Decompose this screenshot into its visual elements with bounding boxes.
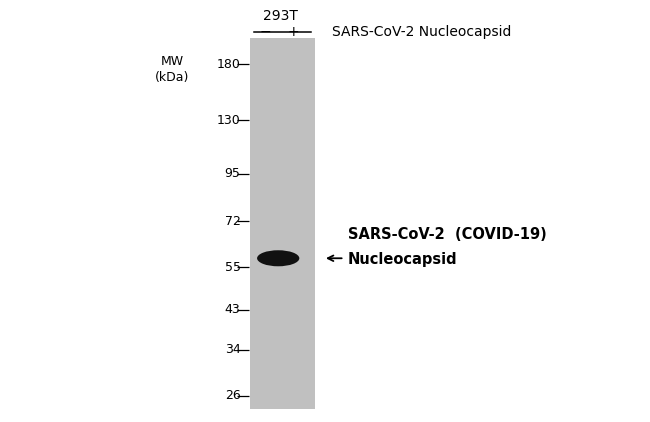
Text: −: − bbox=[259, 25, 271, 39]
Text: 72: 72 bbox=[225, 215, 240, 228]
Text: 130: 130 bbox=[216, 114, 240, 127]
Text: SARS-CoV-2 Nucleocapsid: SARS-CoV-2 Nucleocapsid bbox=[332, 25, 511, 39]
Text: 95: 95 bbox=[225, 167, 240, 180]
Text: 55: 55 bbox=[224, 261, 240, 274]
Bar bbox=[250, 38, 315, 409]
Text: Nucleocapsid: Nucleocapsid bbox=[348, 252, 458, 267]
Text: MW
(kDa): MW (kDa) bbox=[155, 55, 189, 84]
Text: 26: 26 bbox=[225, 389, 240, 402]
Text: 43: 43 bbox=[225, 303, 240, 316]
Text: 293T: 293T bbox=[263, 9, 298, 23]
Text: SARS-CoV-2  (COVID-19): SARS-CoV-2 (COVID-19) bbox=[348, 227, 547, 242]
Text: 34: 34 bbox=[225, 343, 240, 356]
Text: 180: 180 bbox=[216, 58, 240, 71]
Text: +: + bbox=[288, 25, 300, 39]
Ellipse shape bbox=[257, 250, 299, 266]
